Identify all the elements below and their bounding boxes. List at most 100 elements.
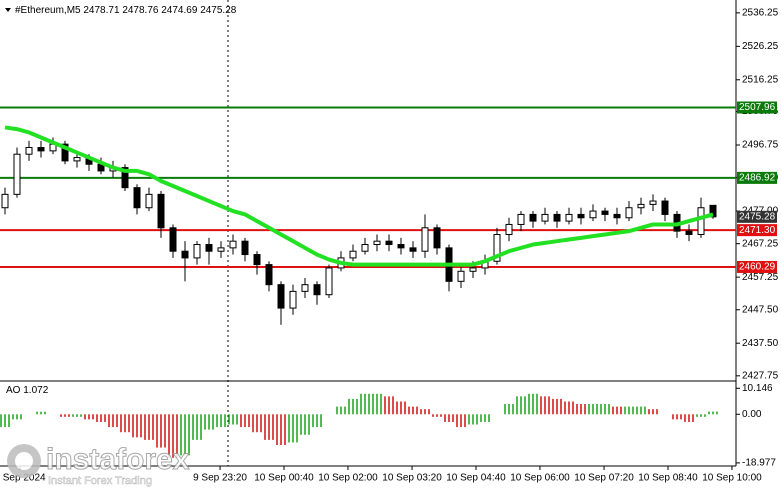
candle-body: [637, 203, 645, 209]
current-price-badge: [737, 210, 777, 223]
candle-body: [361, 244, 369, 252]
candle-body: [601, 210, 609, 215]
candle-body: [421, 227, 429, 252]
candle-body: [493, 233, 501, 262]
candle-body: [469, 267, 477, 272]
candle-body: [613, 213, 621, 219]
candle-body: [217, 247, 225, 252]
ohlc-low: 2474.69: [161, 5, 198, 16]
level-badge: [737, 171, 777, 184]
level-label: 2507.96: [739, 102, 776, 113]
level-label: 2460.29: [739, 262, 776, 273]
chart-header: #Ethereum,M5 2478.71 2478.76 2474.69 247…: [15, 5, 237, 16]
level-badge: [737, 224, 777, 237]
candle-body: [517, 213, 525, 225]
ao-value: 1.072: [23, 385, 48, 396]
candle-body: [565, 213, 573, 222]
y-tick-label: 2467.25: [742, 238, 779, 249]
candle-body: [145, 193, 153, 209]
candle-body: [37, 147, 45, 152]
symbol: #Ethereum,M5: [15, 5, 81, 16]
y-tick-label: 2447.50: [742, 304, 779, 315]
y-tick-label: 2536.25: [742, 8, 779, 19]
candle-body: [253, 254, 261, 266]
candle-body: [649, 200, 657, 205]
y-tick-label: 2526.25: [742, 41, 779, 52]
x-tick-label: 10 Sep 07:20: [574, 473, 634, 484]
level-badge: [737, 260, 777, 273]
ohlc-high: 2478.76: [122, 5, 159, 16]
y-tick-label: 2457.25: [742, 272, 779, 283]
candle-body: [313, 284, 321, 296]
y-tick-label: 2427.75: [742, 370, 779, 381]
candle-body: [301, 284, 309, 292]
candle-body: [25, 147, 33, 155]
candle-body: [193, 244, 201, 259]
candle-body: [661, 200, 669, 215]
candle-body: [697, 207, 705, 235]
candle-body: [61, 143, 69, 162]
candle-body: [373, 240, 381, 246]
candle-body: [241, 240, 249, 256]
candle-body: [409, 247, 417, 252]
y-tick-label: 2496.75: [742, 140, 779, 151]
x-tick-label: 10 Sep 06:00: [510, 473, 570, 484]
current-price-label: 2475.28: [739, 211, 776, 222]
candle-body: [1, 193, 9, 209]
x-tick-label: 10 Sep 02:00: [318, 473, 378, 484]
candle-body: [709, 204, 717, 218]
candle-body: [625, 207, 633, 219]
candle-body: [121, 167, 129, 189]
x-tick-label: 10 Sep 00:40: [254, 473, 314, 484]
ao-header: AO 1.072: [6, 385, 49, 396]
candle-body: [265, 264, 273, 286]
candle-body: [73, 157, 81, 162]
x-tick-label: 10 Sep 08:40: [638, 473, 698, 484]
level-label: 2486.92: [739, 173, 776, 184]
candle-body: [385, 240, 393, 246]
candle-body: [433, 227, 441, 249]
candle-body: [541, 213, 549, 222]
candle-body: [205, 244, 213, 252]
ao-y-tick-label: 10.146: [742, 383, 773, 394]
candle-body: [325, 267, 333, 296]
candle-body: [13, 153, 21, 195]
y-tick-label: 2516.25: [742, 74, 779, 85]
candle-body: [289, 290, 297, 309]
x-tick-label: 9 Sep 2024: [0, 473, 46, 484]
watermark-brand: instaforex: [46, 443, 190, 476]
candle-body: [349, 250, 357, 259]
menu-arrow: [5, 8, 11, 12]
candle-body: [181, 250, 189, 259]
ao-y-tick-label: -18.977: [742, 458, 776, 469]
candle-body: [577, 213, 585, 219]
x-tick-label: 10 Sep 10:00: [702, 473, 762, 484]
candle-body: [229, 240, 237, 249]
candle-body: [505, 223, 513, 235]
ao-y-tick-label: 0.00: [742, 409, 762, 420]
x-tick-label: 10 Sep 04:40: [446, 473, 506, 484]
watermark-tagline: Instant Forex Trading: [48, 475, 152, 487]
candle-body: [169, 227, 177, 252]
ohlc-open: 2478.71: [83, 5, 120, 16]
y-tick-label: 2437.50: [742, 338, 779, 349]
x-tick-label: 9 Sep 23:20: [193, 473, 247, 484]
candle-body: [277, 284, 285, 309]
ohlc-close: 2475.28: [200, 5, 237, 16]
candle-body: [397, 244, 405, 249]
candle-body: [553, 213, 561, 222]
candle-body: [157, 193, 165, 229]
candle-body: [685, 230, 693, 235]
candle-body: [529, 213, 537, 222]
moving-average: [4, 125, 714, 267]
level-badge: [737, 101, 777, 114]
candle-body: [457, 270, 465, 282]
level-label: 2471.30: [739, 225, 776, 236]
ao-name: AO: [6, 385, 21, 396]
candle-body: [133, 187, 141, 209]
watermark-logo-inner: [15, 452, 33, 470]
x-tick-label: 10 Sep 03:20: [382, 473, 442, 484]
candle-body: [589, 210, 597, 219]
